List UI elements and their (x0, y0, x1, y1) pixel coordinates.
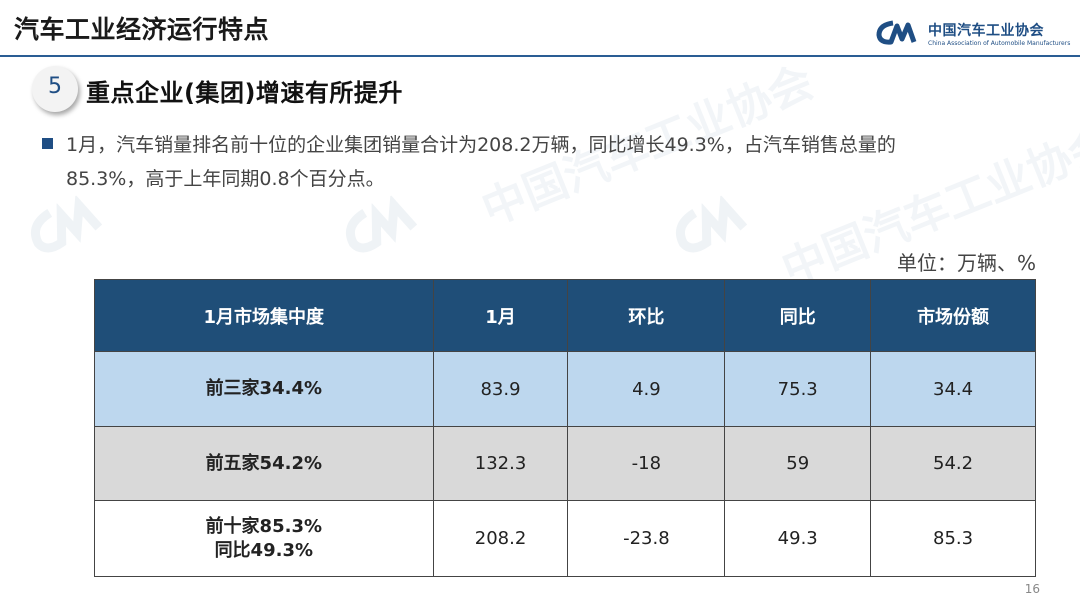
section-number: 5 (48, 74, 62, 99)
row-label: 前十家85.3% 同比49.3% (94, 500, 434, 577)
table-cell: -23.8 (567, 500, 726, 577)
table-cell: 49.3 (724, 500, 872, 577)
caam-logo-icon (876, 20, 917, 45)
row-label: 前五家54.2% (94, 426, 434, 501)
table-cell: 83.9 (432, 351, 569, 427)
column-header: 同比 (724, 279, 872, 352)
table-cell: 34.4 (870, 351, 1036, 427)
table-row: 前五家54.2% 132.3 -18 59 54.2 (94, 426, 1036, 501)
table-cell: -18 (567, 426, 726, 501)
logo-subtitle: China Association of Automobile Manufact… (928, 40, 1071, 47)
watermark-logo-icon (676, 194, 748, 253)
row-label-text: 前三家34.4% (205, 378, 323, 399)
table-header-row: 1月市场集中度 1月 环比 同比 市场份额 (94, 279, 1036, 352)
watermark-logo-icon (31, 194, 103, 253)
slide-title: 汽车工业经济运行特点 (14, 15, 270, 44)
page-number: 16 (1024, 582, 1040, 596)
table-row: 前三家34.4% 83.9 4.9 75.3 34.4 (94, 351, 1036, 427)
caam-logo: 中国汽车工业协会 China Association of Automobile… (876, 18, 1070, 52)
column-header: 1月市场集中度 (94, 279, 434, 352)
column-header: 环比 (567, 279, 726, 352)
section-heading: 5 重点企业(集团)增速有所提升 (20, 64, 720, 114)
table-cell: 75.3 (724, 351, 872, 427)
bullet-line-2: 85.3%，高于上年同期0.8个百分点。 (66, 168, 385, 190)
unit-label: 单位：万辆、% (896, 251, 1036, 275)
row-label-subtext: 同比49.3% (214, 539, 314, 561)
table-cell: 85.3 (870, 500, 1036, 577)
section-number-badge: 5 (32, 66, 78, 112)
section-title: 重点企业(集团)增速有所提升 (86, 79, 403, 107)
logo-name: 中国汽车工业协会 (928, 23, 1044, 39)
column-header: 1月 (432, 279, 569, 352)
header-divider (0, 55, 1080, 57)
bullet-line-1: 1月，汽车销量排名前十位的企业集团销量合计为208.2万辆，同比增长49.3%，… (66, 134, 896, 156)
table-row: 前十家85.3% 同比49.3% 208.2 -23.8 49.3 85.3 (94, 500, 1036, 577)
row-label: 前三家34.4% (94, 351, 434, 427)
table-cell: 4.9 (567, 351, 726, 427)
market-concentration-table: 1月市场集中度 1月 环比 同比 市场份额 前三家34.4% 83.9 4.9 … (94, 279, 1036, 577)
slide-header: 汽车工业经济运行特点 中国汽车工业协会 China Association of… (0, 0, 1080, 58)
table-cell: 208.2 (432, 500, 569, 577)
column-header: 市场份额 (870, 279, 1036, 352)
table-cell: 59 (724, 426, 872, 501)
table-cell: 54.2 (870, 426, 1036, 501)
row-label-text: 前十家85.3% (205, 515, 323, 537)
watermark-logo-icon (346, 194, 418, 253)
row-label-text: 前五家54.2% (205, 452, 323, 474)
bullet-paragraph: 1月，汽车销量排名前十位的企业集团销量合计为208.2万辆，同比增长49.3%，… (66, 128, 1056, 196)
table-cell: 132.3 (432, 426, 569, 501)
square-bullet-icon (42, 138, 53, 149)
